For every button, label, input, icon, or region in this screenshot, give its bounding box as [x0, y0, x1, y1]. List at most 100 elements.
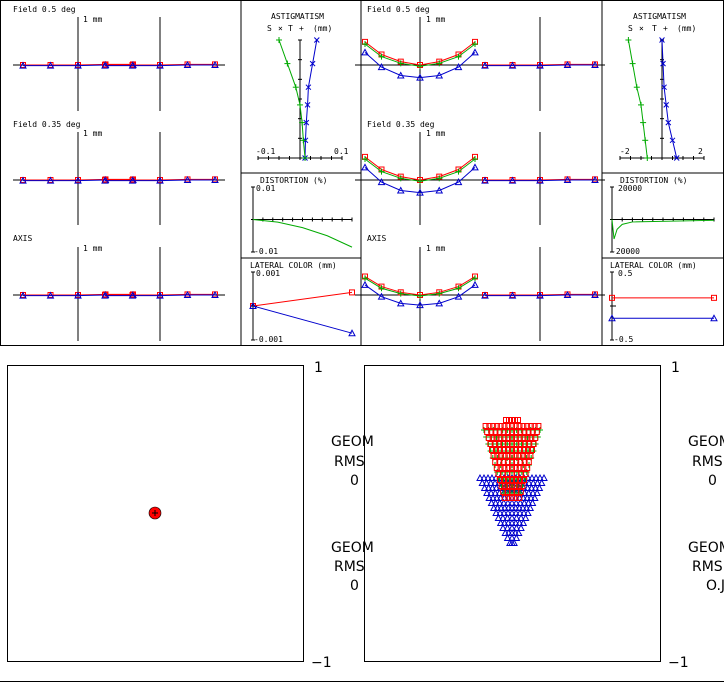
- fan-rf-curves-r1-p1-blue-pt-3: [563, 175, 572, 183]
- fan-lf-curves-r0-p1-red-line: [105, 63, 215, 66]
- spot-right-red-r3-k3: [497, 435, 504, 441]
- spot-right-red-r3-k1: [489, 435, 496, 441]
- ll-curves-series-0-pt-1: [349, 289, 355, 296]
- axis-label-r: AXIS: [367, 234, 386, 243]
- spot-right-red-r5-k8: [521, 447, 527, 453]
- fan-rf-curves-r2-green-pt-6: [472, 275, 478, 282]
- ray-fan-left-curves: [19, 60, 219, 299]
- astigmatism-left: ASTIGMATISM S × T + (mm) -0.1 0.1: [256, 12, 349, 161]
- spot-right-blue-r5-k9: [524, 498, 533, 506]
- spot-right-red-r1-k12: [527, 423, 534, 429]
- la-curves-T-pt-0: [276, 37, 282, 43]
- latc-title-left: LATERAL COLOR (mm): [250, 261, 337, 270]
- fan-rf-curves-r0-p1-blue-pt-4: [591, 60, 599, 68]
- spot-right-red-r5-k5: [509, 447, 515, 453]
- fan-rf-curves-r0-p1-blue-pt-1: [508, 61, 517, 69]
- fan-rf-curves-r0-green-pt-6: [472, 41, 478, 47]
- spot-right-blue-r7-k0: [492, 508, 500, 516]
- spot-right-red-r6-k2: [497, 453, 504, 459]
- spot-right-red-r3-k4: [501, 435, 508, 441]
- spot-left-center: [152, 510, 158, 516]
- fan-rf-curves-r1-blue-pt-0: [361, 163, 369, 171]
- spot-right-red-r8-k0: [493, 465, 500, 471]
- spot-right-blue-r1-k0: [478, 478, 487, 486]
- dist-title-right: DISTORTION (%): [620, 176, 687, 185]
- ra-curves-T-pt-3: [638, 101, 644, 108]
- spot-right-blue-r0-k0: [476, 473, 484, 481]
- spot-right-blue-r0-k2: [484, 473, 492, 481]
- ra-curves-S-pt-4: [665, 119, 672, 126]
- fan-rf-curves-r2-green-pt-2: [397, 290, 404, 297]
- spot-right-blue-r9-k5: [515, 518, 524, 526]
- dist-ytick-top-left: 0.01: [256, 184, 275, 193]
- fan-rf-curves-r0-blue-line: [364, 52, 476, 79]
- spot-right-blue-r5-k1: [491, 498, 500, 506]
- fan-lf-curves-r1-p0-blue-pt-2: [74, 176, 82, 184]
- spot-right-red-r3-k10: [524, 435, 531, 441]
- fan-lf-curves-r2-p1-blue-pt-2: [156, 291, 164, 299]
- spot-right-blue-r2-k1: [484, 483, 493, 491]
- spot-right-blue-r13-k2: [510, 538, 518, 546]
- spot-right-blue-r10-k1: [503, 523, 512, 531]
- la-curves-T-pt-3: [297, 101, 303, 108]
- spot-right-red-r6-k10: [527, 453, 534, 459]
- spot-right-red-r7-k0: [492, 459, 499, 465]
- astig-t-right: T: [652, 24, 657, 33]
- spot-right-blue-r1-k13: [533, 478, 542, 486]
- fan-rf-curves-r2-green-pt-0: [362, 275, 368, 282]
- spot-right-red-r8-k3: [505, 465, 512, 471]
- ra-curves-T-pt-6: [644, 155, 651, 161]
- spot-right-blue-r9-k1: [500, 518, 509, 526]
- field-05-label: Field 0.5 deg: [13, 5, 76, 14]
- spot-left-ymax: 1: [314, 360, 323, 376]
- fan-rf-curves-r1-p1-red-line: [485, 178, 595, 181]
- fan-rf-curves-r0-p1-blue-pt-2: [536, 61, 544, 69]
- spot-right-red-r3-k5: [505, 435, 512, 441]
- fan-lf-curves-r2-p1-red-line: [105, 293, 215, 296]
- spot-right-val1: 0: [708, 473, 717, 489]
- spot-right-blue-r8-k6: [521, 513, 530, 521]
- fan-lf-curves-r2-p1-blue-line: [105, 294, 215, 297]
- spot-right-red-r10-k0: [497, 477, 503, 483]
- ra-curves-T-pt-1: [629, 60, 636, 67]
- latc-ytick-bot-right: -0.5: [614, 335, 633, 344]
- la-curves-T-pt-1: [284, 60, 291, 67]
- ra-curves-S-pt-6: [673, 155, 680, 161]
- fan-rf-curves-r1-p1-blue-pt-0: [481, 176, 489, 184]
- spot-right-red-r1-k5: [501, 423, 508, 429]
- field-05-label-r: Field 0.5 deg: [367, 5, 430, 14]
- spot-right-red-r2-k0: [484, 429, 491, 435]
- spot-right-rms1: RMS: [692, 454, 723, 470]
- astig-xtick-neg-right: -2: [620, 147, 630, 156]
- spot-right-red-r10-k4: [513, 477, 519, 483]
- latc-left-curves: [249, 289, 356, 337]
- spot-right-red-r0-k4: [515, 417, 521, 423]
- spot-right-blue-r11-k4: [514, 528, 523, 536]
- spot-right-red-r6-k4: [505, 453, 512, 459]
- fan-rf-curves-r2-blue-line: [364, 284, 476, 306]
- fan-rf-curves-r0-blue-pt-4: [435, 71, 444, 79]
- spot-right-blue-r5-k0: [487, 498, 496, 506]
- scale-label-2: 1 mm: [83, 129, 102, 138]
- spot-right-red-r7-k8: [525, 459, 532, 465]
- spot-left-val1: 0: [350, 473, 359, 489]
- fan-lf-curves-r2-p0-red-line: [23, 293, 133, 296]
- spot-right-red-r4-k4: [504, 441, 511, 447]
- spot-left-rms1: RMS: [334, 454, 365, 470]
- latc-title-right: LATERAL COLOR (mm): [610, 261, 697, 270]
- fan-rf-curves-r1-green-pt-4: [436, 175, 443, 182]
- spot-right-red-r1-k11: [524, 423, 531, 429]
- ra-curves-S-pt-1-b: [660, 60, 666, 67]
- fan-rf-curves-r1-p1-blue-line: [485, 179, 595, 182]
- spot-right-blue-r3-k2: [491, 488, 500, 496]
- la-curves-S-pt-4-b: [303, 119, 310, 126]
- spot-right-blue-r6-k8: [519, 503, 527, 511]
- spot-right-red-r12-k1: [504, 489, 511, 495]
- latc-right-curves: [608, 294, 718, 322]
- spot-right-blue-r3-k10: [524, 488, 533, 496]
- fan-rf-curves-r2-blue-pt-2: [396, 299, 405, 307]
- fan-rf-curves-r0-blue-pt-1: [377, 63, 386, 71]
- ra-curves-S-pt-3-b: [663, 102, 670, 108]
- spot-right-red-r4-k7: [517, 441, 524, 447]
